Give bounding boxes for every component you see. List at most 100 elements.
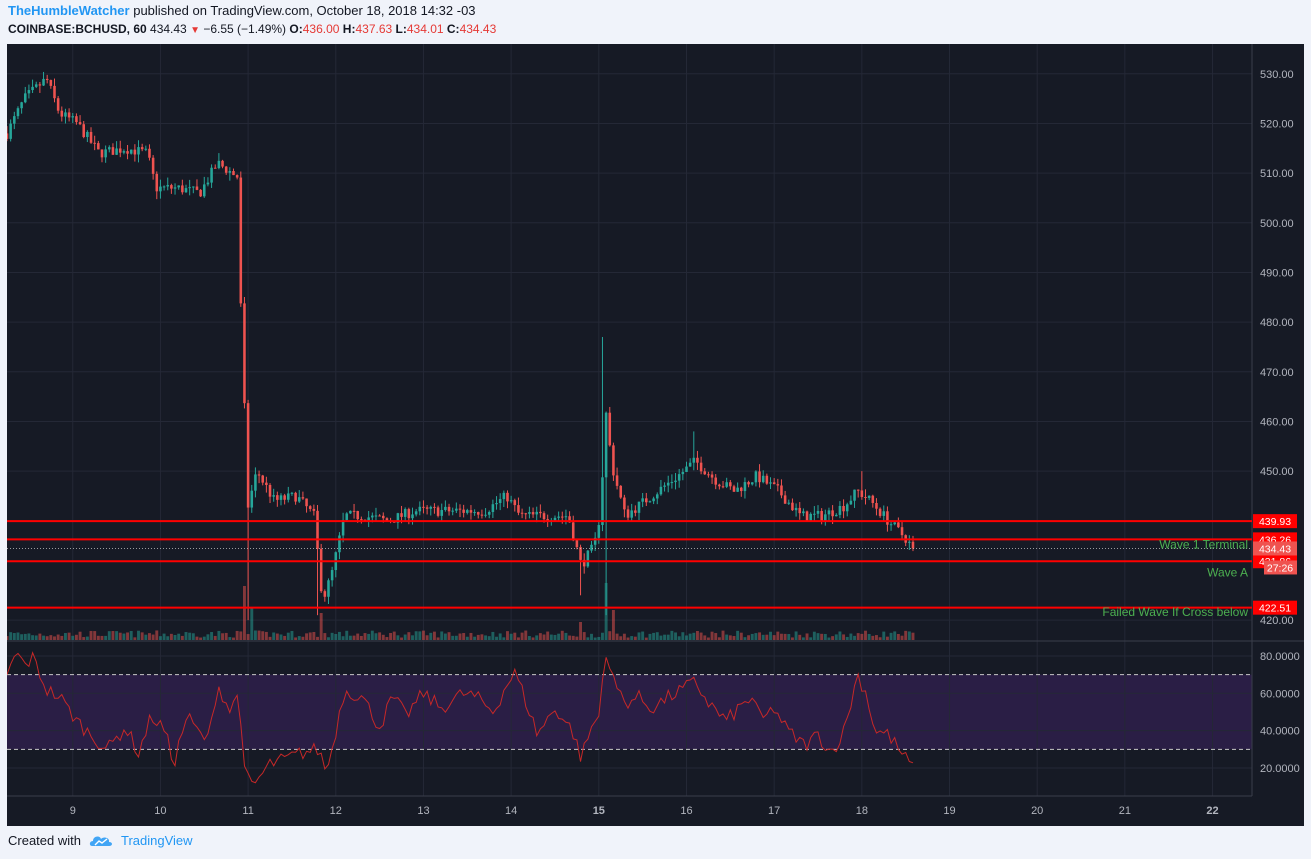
candle-body: [513, 500, 517, 506]
volume-bar: [53, 636, 56, 640]
candle-body: [813, 513, 816, 515]
volume-bar: [469, 632, 473, 640]
candle-body: [528, 512, 531, 514]
candle-body: [882, 511, 886, 516]
volume-bar: [834, 634, 838, 640]
volume-bar: [294, 637, 298, 640]
candle-body: [571, 522, 575, 541]
candle-body: [794, 507, 798, 511]
volume-bar: [597, 636, 601, 640]
volume-bar: [162, 633, 166, 640]
volume-bar: [206, 634, 210, 640]
candle-body: [239, 177, 243, 304]
candle-body: [897, 522, 900, 528]
candle-body: [265, 482, 268, 485]
close-value: 434.43: [459, 22, 497, 36]
time-tick-label: 19: [943, 805, 955, 817]
level-price-tag: 439.93: [1259, 516, 1291, 528]
volume-bar: [871, 635, 875, 640]
open-value: 436.00: [302, 22, 340, 36]
candle-body: [67, 112, 71, 118]
candle-body: [133, 149, 137, 155]
volume-bar: [838, 631, 842, 640]
candle-body: [502, 492, 506, 500]
volume-bar: [458, 633, 462, 640]
volume-bar: [874, 635, 878, 640]
candle-body: [520, 512, 524, 514]
volume-bar: [648, 633, 652, 640]
chart-area[interactable]: Wave 1 Terminal Wave A Failed Wave If Cros…: [7, 44, 1304, 826]
candle-body: [659, 486, 663, 495]
volume-bar: [655, 632, 659, 640]
volume-bar: [158, 636, 162, 640]
volume-bar: [765, 634, 769, 640]
candle-body: [308, 506, 312, 509]
candle-body: [853, 489, 856, 501]
candle-body: [911, 541, 915, 549]
volume-bar: [385, 637, 389, 640]
volume-bar: [473, 636, 477, 640]
author-link[interactable]: TheHumbleWatcher: [8, 3, 130, 18]
candle-body: [327, 580, 330, 597]
price-tick-label: 510.00: [1260, 168, 1294, 180]
volume-bar: [856, 633, 860, 640]
candle-body: [232, 171, 235, 176]
published-text: published on TradingView.com, October 18…: [133, 3, 476, 18]
volume-bar: [396, 635, 400, 640]
volume-bar: [180, 635, 184, 640]
candle-body: [396, 513, 400, 523]
candle-body: [655, 494, 659, 499]
annotation-label: Failed Wave If Cross below: [1102, 605, 1248, 619]
volume-bar: [743, 637, 747, 640]
volume-bar: [400, 637, 404, 640]
price-tick-label: 480.00: [1260, 317, 1294, 329]
volume-bar: [637, 632, 641, 640]
time-tick-label: 14: [505, 805, 517, 817]
volume-bar: [378, 632, 382, 640]
candle-body: [834, 514, 838, 517]
volume-bar: [867, 633, 871, 640]
volume-bar: [250, 607, 254, 640]
volume-bar: [619, 636, 623, 640]
volume-bar: [502, 637, 506, 640]
volume-bar: [549, 634, 553, 640]
candle-body: [476, 512, 480, 515]
candle-body: [345, 513, 349, 520]
candle-body: [714, 477, 717, 485]
volume-bar: [305, 633, 309, 640]
volume-bar: [184, 632, 188, 640]
level-price-tag-bg: [1253, 514, 1297, 529]
volume-bar: [297, 636, 301, 640]
chart-canvas[interactable]: Wave 1 Terminal Wave A Failed Wave If Cros…: [7, 44, 1304, 826]
volume-bar: [169, 633, 173, 640]
candle-body: [692, 457, 696, 463]
volume-bar: [316, 636, 319, 640]
candle-body: [137, 147, 140, 155]
volume-bar: [805, 633, 809, 640]
volume-bar: [85, 636, 89, 640]
volume-bar: [279, 634, 283, 640]
candle-body: [349, 510, 352, 514]
volume-bar: [217, 630, 221, 640]
candle-body: [111, 147, 115, 155]
candle-body: [820, 510, 823, 521]
volume-bar: [93, 631, 97, 640]
volume-bar: [177, 633, 181, 640]
volume-bar: [272, 632, 276, 640]
volume-bar: [853, 635, 856, 640]
candle-body: [276, 495, 279, 500]
volume-bar: [363, 633, 367, 640]
candle-body: [34, 84, 38, 87]
volume-bar: [429, 632, 433, 640]
volume-bar: [432, 631, 436, 640]
volume-bar: [356, 633, 360, 640]
candle-body: [287, 493, 290, 500]
tradingview-link[interactable]: TradingView: [120, 833, 193, 848]
volume-bar: [674, 632, 677, 640]
volume-bar: [809, 637, 813, 640]
candle-body: [16, 108, 20, 117]
candle-body: [732, 486, 736, 492]
candle-body: [736, 487, 739, 492]
volume-bar: [885, 636, 889, 640]
candle-body: [407, 509, 411, 519]
